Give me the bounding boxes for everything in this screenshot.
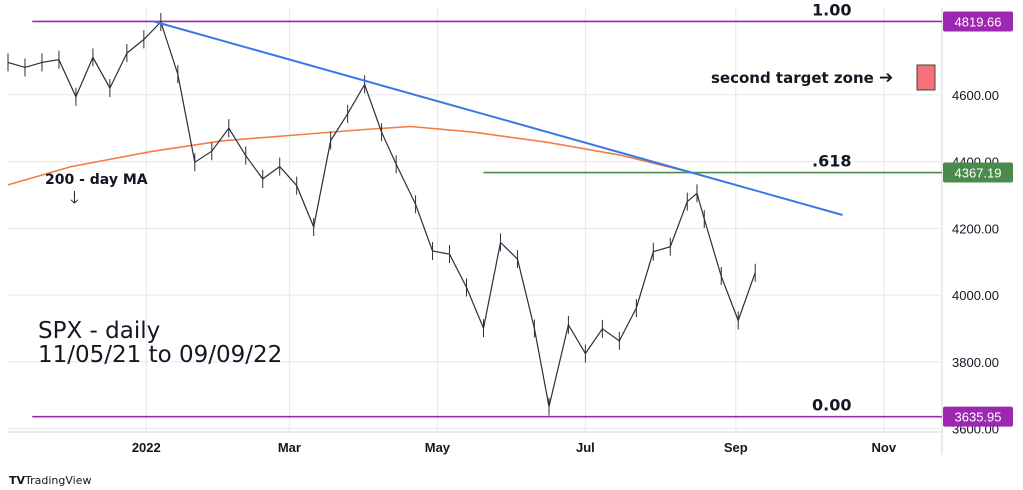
price-tag-bg <box>943 406 1013 427</box>
price-tag-label: 3635.95 <box>955 410 1002 425</box>
second-target-zone-box <box>916 64 936 91</box>
x-tick-label: Nov <box>871 440 896 455</box>
x-tick-label: Sep <box>724 440 748 455</box>
fib-level-label: 0.00 <box>812 396 851 415</box>
y-tick-label: 4000.00 <box>952 288 999 303</box>
arrow-right-icon: ➔ <box>879 68 893 88</box>
price-line <box>7 20 756 407</box>
price-tags: 4819.66 4367.19 3635.95 <box>943 11 1013 427</box>
fib-level-label: .618 <box>812 152 851 171</box>
y-tick-label: 4600.00 <box>952 88 999 103</box>
moving-average <box>7 125 737 186</box>
fibonacci-levels: 1.00 .618 0.00 <box>32 0 942 418</box>
x-tick-label: Jul <box>576 440 595 455</box>
ma-arrow-icon: 🡓 <box>70 188 79 208</box>
downtrend-line <box>153 20 843 216</box>
x-tick-label: 2022 <box>132 440 161 455</box>
x-axis-ticks: 2022 Mar May Jul Sep Nov <box>132 440 897 455</box>
x-tick-label: May <box>425 440 451 455</box>
second-target-label: second target zone <box>711 69 874 87</box>
ma-line <box>7 125 737 186</box>
price-tag-label: 4819.66 <box>955 14 1002 29</box>
chart-title-symbol: SPX - daily <box>38 318 160 344</box>
tradingview-logo-icon: TV <box>9 474 26 487</box>
price-series <box>7 13 756 416</box>
price-tag-bg <box>943 162 1013 183</box>
y-tick-label: 3800.00 <box>952 355 999 370</box>
tradingview-logo: TV TradingView <box>9 474 91 487</box>
y-tick-label: 4200.00 <box>952 221 999 236</box>
ma-label: 200 - day MA <box>45 172 148 188</box>
price-tag-label: 4367.19 <box>955 166 1002 181</box>
price-tag-bg <box>943 11 1013 32</box>
chart-title-date-range: 11/05/21 to 09/09/22 <box>38 342 282 368</box>
fib-level-label: 1.00 <box>812 0 851 19</box>
trendline <box>153 20 843 216</box>
y-axis-ticks: 3600.003800.004000.004200.004400.004600.… <box>952 88 999 437</box>
x-tick-label: Mar <box>278 440 301 455</box>
tradingview-watermark: TradingView <box>24 474 91 487</box>
chart-grid <box>8 8 943 455</box>
